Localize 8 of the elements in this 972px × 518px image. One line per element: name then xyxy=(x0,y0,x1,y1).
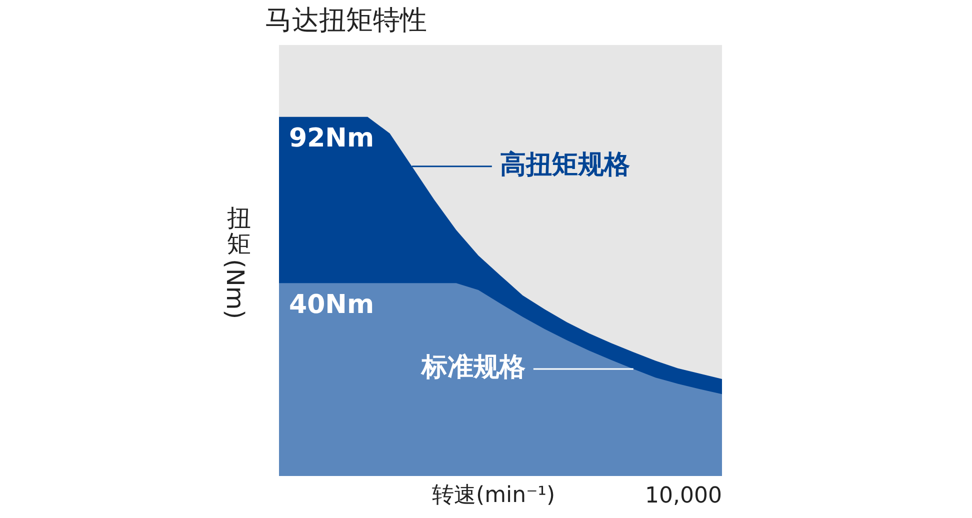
x-axis-title: 转速(min⁻¹) xyxy=(432,482,556,510)
series-label: 标准规格 xyxy=(420,352,526,383)
text: 10,000 xyxy=(645,484,722,509)
annotation: 92Nm xyxy=(289,124,374,154)
y-axis-title: 扭矩(Nm) xyxy=(221,204,252,320)
chart-title: 马达扭矩特性 xyxy=(265,4,427,38)
legend-label: 高扭矩规格 xyxy=(500,150,630,180)
annotation: 40Nm xyxy=(289,290,374,320)
